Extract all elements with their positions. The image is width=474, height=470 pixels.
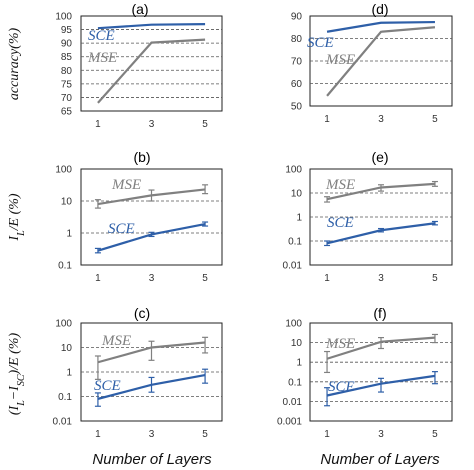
series-label-mse: MSE — [87, 50, 117, 66]
x-tick-label: 5 — [202, 429, 208, 440]
x-tick-label: 5 — [432, 114, 438, 125]
y-tick-label: 85 — [61, 52, 73, 63]
x-tick-label: 5 — [202, 119, 208, 130]
y-tick-label: 95 — [61, 25, 73, 36]
y-tick-label: 0.1 — [58, 261, 72, 272]
series-label-sce: SCE — [108, 221, 135, 237]
y-tick-label: 100 — [55, 319, 72, 330]
y-tick-label: 0.01 — [283, 397, 303, 408]
y-tick-label: 100 — [55, 165, 72, 176]
y-tick-label: 75 — [61, 79, 73, 90]
y-tick-label: 90 — [291, 12, 303, 23]
series-label-mse: MSE — [111, 177, 141, 193]
y-tick-label: 1 — [296, 358, 302, 369]
y-tick-label: 60 — [291, 79, 303, 90]
y-tick-label: 70 — [291, 57, 303, 68]
panel-c: 100 10 1 0.1 0.01 1 3 5 (c)MSE SCE — [53, 305, 223, 440]
y-tick-label: 1 — [66, 229, 72, 240]
x-tick-label: 1 — [95, 273, 101, 284]
series-line-sce — [97, 23, 206, 30]
series-line-mse — [326, 26, 436, 97]
series-label-mse: MSE — [325, 52, 355, 68]
y-tick-label: 0.1 — [288, 237, 302, 248]
series-label-sce: SCE — [94, 378, 121, 394]
panel-label: (d) — [371, 1, 388, 17]
y-axis-label-il-minus-isc-over-e: (IL−ISC)/E (%) — [7, 333, 27, 416]
panel-label: (a) — [131, 1, 148, 17]
y-axis-label-accuracy: accuracy(%) — [7, 28, 22, 101]
panel-a: 65 70 75 80 85 90 95 100 1 3 5 (a) SCE MSE — [55, 1, 223, 130]
x-tick-label: 1 — [95, 119, 101, 130]
y-tick-label: 10 — [291, 189, 303, 200]
y-tick-label: 1 — [296, 213, 302, 224]
y-tick-label: 100 — [55, 12, 72, 23]
y-tick-label: 100 — [285, 165, 302, 176]
panel-label: (c) — [134, 305, 150, 321]
panel-b: 100 10 1 0.1 1 3 5 (b) MSE SCE — [55, 149, 223, 284]
plot-frame — [309, 322, 453, 422]
y-tick-label: 10 — [291, 338, 303, 349]
y-tick-label: 80 — [61, 66, 73, 77]
x-tick-label: 1 — [324, 429, 330, 440]
series-line-mse — [97, 38, 206, 104]
series-label-sce: SCE — [328, 379, 355, 395]
panel-e: 100 10 1 0.1 0.01 1 3 5 (e) MSE SCE — [283, 149, 453, 284]
plot-frame — [80, 15, 223, 112]
series-label-mse: MSE — [325, 177, 355, 193]
y-tick-label: 0.001 — [277, 417, 302, 428]
y-tick-label: 100 — [285, 319, 302, 330]
x-tick-label: 3 — [378, 273, 384, 284]
series-label-mse: MSE — [101, 333, 131, 349]
x-tick-label: 5 — [432, 273, 438, 284]
y-tick-label: 65 — [61, 107, 73, 118]
plot-frame — [80, 168, 223, 266]
series-label-sce: SCE — [327, 215, 354, 231]
series-label-mse: MSE — [325, 336, 355, 352]
y-tick-label: 0.1 — [288, 377, 302, 388]
y-tick-label: 50 — [291, 102, 303, 113]
x-tick-label: 3 — [149, 273, 155, 284]
y-tick-label: 1 — [66, 368, 72, 379]
x-tick-label: 1 — [324, 273, 330, 284]
x-tick-label: 3 — [378, 114, 384, 125]
x-tick-label: 1 — [324, 114, 330, 125]
y-tick-label: 0.1 — [58, 392, 72, 403]
x-tick-label: 5 — [202, 273, 208, 284]
y-tick-label: 70 — [61, 93, 73, 104]
y-axis-label-il-over-e: IL/E (%) — [7, 193, 27, 242]
panel-label: (f) — [373, 305, 386, 321]
y-tick-label: 0.01 — [53, 417, 73, 428]
x-tick-label: 3 — [378, 429, 384, 440]
panel-label: (b) — [133, 149, 150, 165]
x-tick-label: 1 — [95, 429, 101, 440]
x-tick-label: 3 — [149, 119, 155, 130]
y-tick-label: 90 — [61, 39, 73, 50]
x-axis-label-left: Number of Layers — [92, 451, 212, 468]
y-tick-label: 10 — [61, 197, 73, 208]
series-label-sce: SCE — [88, 28, 115, 44]
x-axis-label-right: Number of Layers — [320, 451, 440, 468]
panel-f: 100 10 1 0.1 0.01 0.001 1 3 5 (f) MSE SCE — [277, 305, 453, 440]
y-tick-label: 10 — [61, 343, 73, 354]
x-tick-label: 3 — [149, 429, 155, 440]
panel-label: (e) — [371, 149, 388, 165]
series-line-sce — [326, 20, 435, 33]
y-tick-label: 80 — [291, 34, 303, 45]
y-tick-label: 0.01 — [283, 261, 303, 272]
series-label-sce: SCE — [307, 35, 334, 51]
x-tick-label: 5 — [432, 429, 438, 440]
